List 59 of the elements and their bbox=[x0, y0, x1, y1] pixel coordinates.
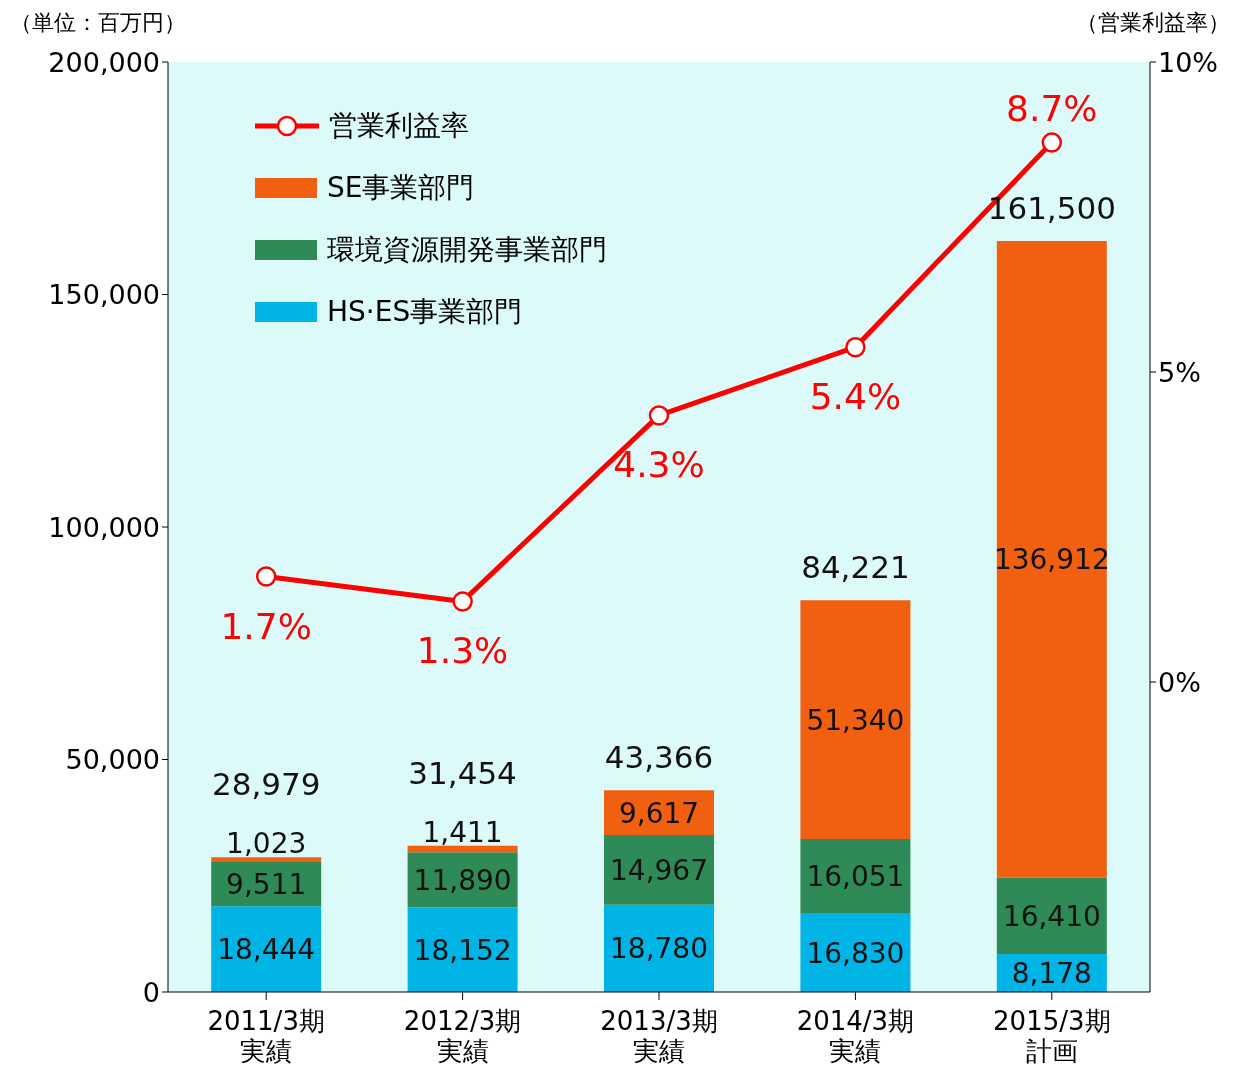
y2-axis-title: （営業利益率） bbox=[1076, 9, 1230, 37]
y-tick-label: 100,000 bbox=[48, 511, 160, 543]
data-label: 11,890 bbox=[413, 863, 512, 897]
y2-tick-label: 0% bbox=[1158, 666, 1201, 698]
total-label: 31,454 bbox=[408, 754, 517, 791]
legend-label: 環境資源開発事業部門 bbox=[327, 232, 607, 268]
bar bbox=[604, 904, 715, 992]
point bbox=[255, 566, 277, 587]
legend-label: SE事業部門 bbox=[327, 170, 475, 206]
data-label: 136,912 bbox=[993, 543, 1110, 577]
bar bbox=[211, 857, 322, 863]
point bbox=[648, 405, 670, 426]
data-label: 18,152 bbox=[413, 933, 512, 967]
total-label: 43,366 bbox=[604, 739, 714, 776]
data-label: 16,051 bbox=[806, 860, 905, 894]
data-label: 1,411 bbox=[422, 815, 503, 849]
bar bbox=[800, 839, 911, 914]
data-label: 8.7% bbox=[1006, 87, 1098, 129]
bar bbox=[996, 241, 1107, 878]
x-tick-label: 2014/3期実績 bbox=[796, 1006, 915, 1066]
data-label: 16,830 bbox=[806, 936, 905, 970]
bar bbox=[604, 835, 715, 905]
legend-label: 営業利益率 bbox=[329, 108, 469, 144]
bar bbox=[996, 877, 1107, 954]
data-label: 51,340 bbox=[806, 703, 905, 737]
data-label: 14,967 bbox=[610, 853, 708, 887]
total-label: 28,979 bbox=[211, 766, 321, 803]
data-label: 16,410 bbox=[1002, 899, 1101, 933]
y-axis-title: （単位：百万円） bbox=[10, 9, 186, 37]
data-label: 1.3% bbox=[416, 630, 509, 672]
total-label: 161,500 bbox=[987, 190, 1116, 227]
point bbox=[452, 591, 473, 612]
bar bbox=[407, 845, 518, 853]
y-tick-label: 150,000 bbox=[48, 279, 160, 311]
data-label: 18,444 bbox=[217, 933, 316, 967]
point bbox=[845, 336, 866, 358]
x-tick-label: 2011/3期実績 bbox=[207, 1006, 325, 1066]
y-tick-label: 0 bbox=[142, 976, 160, 1008]
data-label: 18,780 bbox=[610, 932, 708, 966]
total-label: 84,221 bbox=[801, 549, 910, 586]
bar bbox=[800, 600, 911, 840]
y-tick-label: 200,000 bbox=[48, 46, 160, 78]
point bbox=[1041, 132, 1063, 153]
legend-label: HS·ES事業部門 bbox=[327, 294, 523, 330]
data-label: 4.3% bbox=[613, 444, 705, 486]
y2-tick-label: 5% bbox=[1158, 356, 1201, 388]
x-tick-label: 2012/3期実績 bbox=[403, 1006, 522, 1066]
y2-tick-label: 10% bbox=[1158, 46, 1219, 78]
x-tick-label: 2015/3期計画 bbox=[993, 1006, 1111, 1066]
bar bbox=[211, 906, 322, 992]
data-label: 1,023 bbox=[226, 827, 307, 861]
data-label: 1.7% bbox=[220, 605, 312, 647]
x-tick-label: 2013/3期実績 bbox=[600, 1006, 718, 1066]
y-tick-label: 50,000 bbox=[65, 744, 160, 776]
data-label: 9,617 bbox=[618, 796, 700, 830]
data-label: 8,178 bbox=[1011, 956, 1092, 990]
data-label: 5.4% bbox=[809, 376, 902, 418]
data-label: 9,511 bbox=[226, 868, 307, 902]
bar bbox=[407, 907, 518, 992]
